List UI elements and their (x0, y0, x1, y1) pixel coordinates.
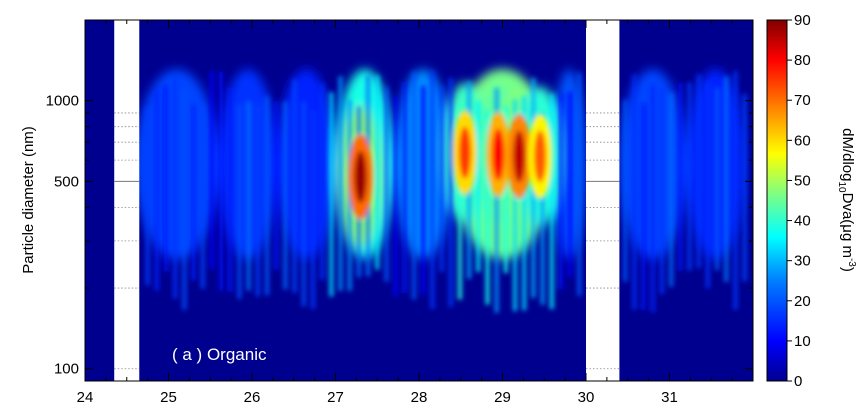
heatmap-streak (274, 101, 279, 270)
heatmap-streak (384, 87, 389, 282)
colorbar-tick-label: 60 (794, 132, 811, 149)
x-tick-label: 27 (327, 389, 344, 406)
heatmap-streak (632, 74, 637, 310)
heatmap-streak (421, 86, 426, 295)
heatmap-streak (301, 101, 306, 307)
heatmap-streak (457, 111, 462, 300)
heatmap-streak (439, 85, 444, 272)
x-tick-label: 30 (578, 389, 595, 406)
colorbar-tick-label: 80 (794, 52, 811, 69)
colorbar-tick-label: 20 (794, 293, 811, 310)
heatmap-streak (705, 81, 710, 289)
heatmap-streak (402, 81, 407, 294)
heatmap-streak (228, 87, 233, 292)
x-tick-label: 28 (411, 389, 428, 406)
colorbar (766, 19, 788, 382)
heatmap-streak (549, 93, 554, 310)
heatmap-streak (687, 82, 692, 271)
heatmap-streak (494, 88, 499, 313)
heatmap-streak (310, 110, 315, 309)
colorbar-tick-label: 0 (794, 373, 802, 390)
heatmap-streak (411, 71, 416, 300)
heatmap-streak (669, 92, 674, 287)
y-tick-label: 1000 (46, 93, 79, 110)
heatmap-streak (577, 72, 582, 296)
heatmap-core-layer (145, 70, 747, 313)
colorbar-tick-label: 70 (794, 92, 811, 109)
colorbar-tick-label: 90 (794, 12, 811, 29)
heatmap-streak (145, 107, 150, 286)
x-tick-label: 24 (77, 389, 94, 406)
x-tick-label: 29 (494, 389, 511, 406)
heatmap-streak (255, 105, 260, 297)
heatmap-streak (320, 83, 325, 280)
heatmap-streak (200, 104, 205, 289)
heatmap-streak (182, 89, 187, 310)
heatmap-streak (742, 94, 747, 282)
heatmap-plot-area (85, 20, 753, 381)
heatmap-streak (292, 79, 297, 293)
heatmap-streak (163, 85, 168, 272)
x-tick-label: 25 (160, 389, 177, 406)
heatmap-streak (540, 112, 545, 305)
heatmap-streak (338, 76, 343, 291)
missing-data-gaps (114, 20, 620, 381)
heatmap-streak (476, 101, 481, 272)
heatmap-streak (623, 99, 628, 282)
heatmap-streak (237, 104, 242, 299)
heatmap-streak (696, 74, 701, 269)
heatmap-streak (568, 91, 573, 277)
heatmap-streak (154, 89, 159, 291)
colorbar-title: dM/dlog10Dva(μg m-3) (836, 128, 857, 272)
heatmap-streak (329, 92, 334, 297)
y-tick-label: 100 (54, 361, 79, 378)
heatmap-streak (513, 99, 518, 312)
heatmap-streak (715, 87, 720, 271)
heatmap-streak (393, 95, 398, 297)
heatmap-streak (724, 76, 729, 282)
heatmap-streak (246, 101, 251, 291)
hotspot-core (513, 130, 526, 183)
heatmap-streak (485, 111, 490, 305)
y-tick-label: 500 (54, 173, 79, 190)
x-tick-label: 31 (661, 389, 678, 406)
y-axis-title: Particle diameter (nm) (20, 126, 37, 274)
hotspot-core (354, 150, 367, 203)
heatmap-streak (430, 70, 435, 309)
heatmap-streak (375, 75, 380, 270)
y-axis: 100 500 1000 (46, 19, 753, 378)
hotspot-core (458, 126, 471, 179)
colorbar-tick-label: 50 (794, 172, 811, 189)
colorbar-tick-label: 30 (794, 253, 811, 270)
heatmap-streak (283, 101, 288, 290)
colorbar-tick-label: 10 (794, 333, 811, 350)
hotspot-core (492, 128, 505, 181)
heatmap-streak (448, 77, 453, 307)
hotspot-core (534, 130, 547, 183)
heatmap-streak (503, 105, 508, 274)
heatmap-streak (219, 71, 224, 291)
x-tick-label: 26 (244, 389, 261, 406)
colorbar-tick-label: 40 (794, 213, 811, 230)
heatmap-streak (659, 87, 664, 294)
heatmap-streak (265, 96, 270, 296)
heatmap-streak (558, 93, 563, 290)
dotted-gridlines (114, 20, 620, 370)
panel-label: ( a ) Organic (172, 345, 267, 364)
heatmap-streak (650, 85, 655, 313)
missing-data-gap (114, 20, 140, 381)
x-axis: 24 25 26 27 28 29 30 31 (77, 20, 733, 406)
heatmap-streak (641, 103, 646, 311)
heatmap-streak (522, 95, 527, 311)
heatmap-streak (678, 82, 683, 271)
heatmap-streak (209, 71, 214, 270)
heatmap-streak (173, 78, 178, 299)
heatmap-streak (191, 105, 196, 281)
heatmap-streak (347, 100, 352, 291)
heatmap-streak (733, 71, 738, 310)
colorbar-axis: 0 10 20 30 40 50 60 70 80 90 (787, 12, 811, 390)
missing-data-gap (586, 20, 620, 381)
